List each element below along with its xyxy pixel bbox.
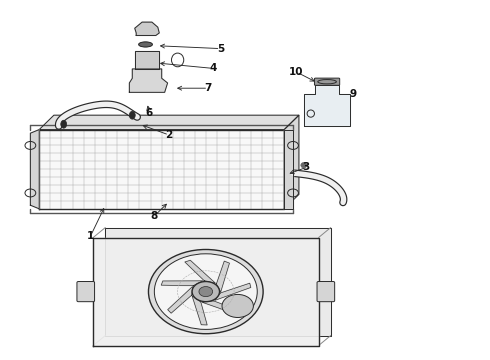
Polygon shape (202, 301, 242, 315)
Circle shape (222, 294, 253, 318)
Text: 3: 3 (303, 162, 310, 172)
FancyBboxPatch shape (77, 282, 95, 302)
Text: 6: 6 (146, 108, 153, 118)
Ellipse shape (139, 42, 152, 47)
FancyBboxPatch shape (315, 78, 340, 85)
Polygon shape (284, 115, 299, 209)
Circle shape (199, 287, 213, 297)
Polygon shape (135, 22, 159, 36)
Polygon shape (215, 283, 251, 300)
Polygon shape (129, 69, 168, 93)
Ellipse shape (301, 163, 307, 168)
Text: 10: 10 (289, 67, 304, 77)
Text: 5: 5 (217, 44, 224, 54)
Text: 2: 2 (166, 130, 172, 140)
Polygon shape (185, 260, 216, 283)
Circle shape (148, 249, 263, 334)
Polygon shape (192, 296, 207, 325)
Polygon shape (39, 115, 299, 130)
Polygon shape (161, 281, 203, 286)
Polygon shape (217, 261, 229, 292)
Circle shape (192, 282, 220, 302)
Circle shape (154, 254, 257, 329)
Polygon shape (284, 130, 293, 209)
Polygon shape (105, 228, 331, 336)
FancyBboxPatch shape (317, 282, 335, 302)
Text: 1: 1 (87, 231, 94, 241)
Polygon shape (135, 51, 159, 69)
Polygon shape (304, 85, 350, 126)
Text: 4: 4 (209, 63, 217, 73)
Ellipse shape (61, 120, 67, 128)
Polygon shape (168, 287, 193, 313)
Text: 8: 8 (151, 211, 158, 221)
Polygon shape (30, 130, 39, 209)
Text: 7: 7 (204, 83, 212, 93)
Text: 9: 9 (349, 89, 356, 99)
Ellipse shape (129, 111, 135, 119)
Polygon shape (93, 238, 318, 346)
Polygon shape (39, 130, 284, 209)
